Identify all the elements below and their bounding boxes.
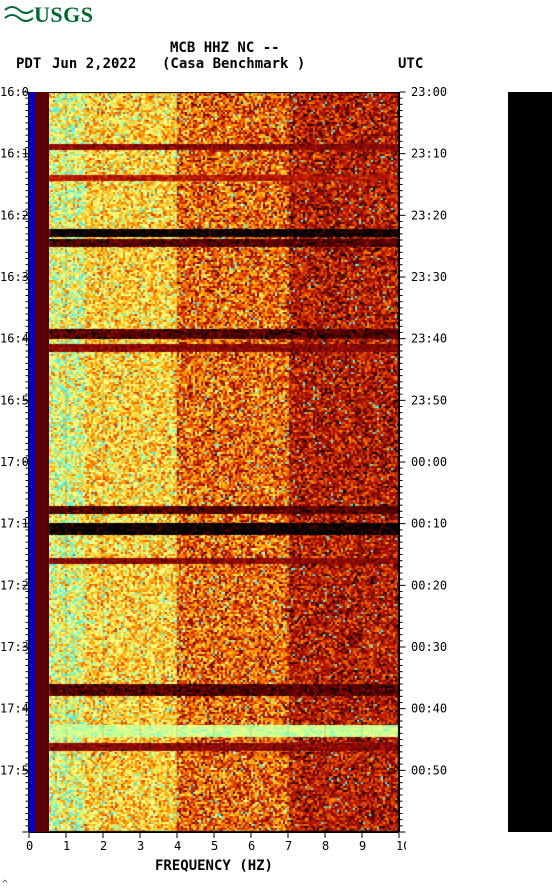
svg-text:17:00: 17:00: [0, 455, 29, 469]
colorbar-area: [508, 92, 552, 832]
svg-text:00:00: 00:00: [411, 455, 447, 469]
svg-text:23:20: 23:20: [411, 208, 447, 222]
spectrogram-page: { "logo":{"text":"USGS","color":"#006633…: [0, 0, 552, 892]
x-axis-label: FREQUENCY (HZ): [29, 858, 399, 874]
footer-mark: ^: [2, 879, 8, 890]
svg-text:10: 10: [396, 839, 406, 853]
x-axis: 0 1 2 3 4 5 6 7 8 9 10: [22, 832, 406, 860]
station-id: MCB HHZ NC --: [170, 40, 280, 56]
svg-text:7: 7: [285, 839, 292, 853]
svg-text:16:40: 16:40: [0, 332, 29, 346]
svg-text:23:30: 23:30: [411, 270, 447, 284]
svg-text:17:10: 17:10: [0, 517, 29, 531]
svg-text:9: 9: [359, 839, 366, 853]
right-timezone: UTC: [398, 56, 423, 72]
y-axis-left: 16:00 16:10 16:20 16:30 16:40 16:50 17:00 17:10…: [0, 86, 29, 838]
date: Jun 2,2022: [52, 56, 136, 72]
svg-text:2: 2: [100, 839, 107, 853]
wave-icon: [4, 4, 34, 26]
svg-text:1: 1: [63, 839, 70, 853]
svg-text:16:20: 16:20: [0, 208, 29, 222]
svg-text:23:40: 23:40: [411, 332, 447, 346]
svg-text:00:50: 00:50: [411, 763, 447, 777]
svg-text:17:50: 17:50: [0, 763, 29, 777]
svg-text:17:20: 17:20: [0, 578, 29, 592]
svg-text:17:40: 17:40: [0, 702, 29, 716]
svg-text:23:00: 23:00: [411, 86, 447, 99]
usgs-logo: USGS: [4, 2, 93, 28]
spectrogram-canvas: [29, 92, 399, 832]
svg-text:16:30: 16:30: [0, 270, 29, 284]
svg-text:16:50: 16:50: [0, 393, 29, 407]
lowfreq-strip: [35, 92, 49, 832]
logo-text: USGS: [34, 2, 93, 28]
svg-text:23:50: 23:50: [411, 393, 447, 407]
svg-text:3: 3: [137, 839, 144, 853]
svg-text:8: 8: [322, 839, 329, 853]
svg-text:00:40: 00:40: [411, 702, 447, 716]
svg-text:16:00: 16:00: [0, 86, 29, 99]
svg-text:5: 5: [211, 839, 218, 853]
svg-text:4: 4: [174, 839, 181, 853]
svg-text:0: 0: [26, 839, 33, 853]
svg-text:00:30: 00:30: [411, 640, 447, 654]
svg-text:17:30: 17:30: [0, 640, 29, 654]
left-timezone: PDT: [16, 56, 41, 72]
site-name: (Casa Benchmark ): [162, 56, 305, 72]
svg-text:23:10: 23:10: [411, 147, 447, 161]
y-axis-right: 23:00 23:10 23:20 23:30 23:40 23:50 00:00 00:10…: [399, 86, 459, 838]
spectrogram-plot: [29, 92, 399, 832]
svg-text:16:10: 16:10: [0, 147, 29, 161]
svg-text:00:10: 00:10: [411, 517, 447, 531]
svg-text:6: 6: [248, 839, 255, 853]
svg-text:00:20: 00:20: [411, 578, 447, 592]
